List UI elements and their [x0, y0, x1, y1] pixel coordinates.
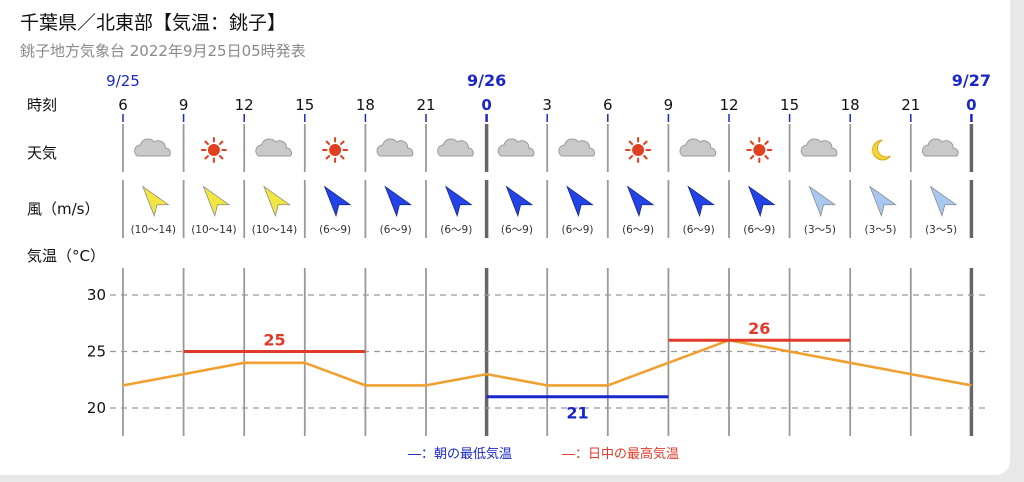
hour-label: 15: [780, 96, 799, 114]
hour-label: 6: [603, 96, 613, 114]
wind-speed-label: (6～9): [683, 224, 715, 236]
hour-label: 3: [542, 96, 552, 114]
cloudy-icon: [497, 138, 535, 157]
wind-arrow-icon: [626, 185, 655, 218]
wind-arrow-icon: [566, 185, 594, 218]
wind-arrow-icon: [323, 185, 352, 218]
cloudy-icon: [134, 138, 171, 157]
wind-arrow-icon: [263, 185, 291, 218]
forecast-panel: 千葉県／北東部【気温：銚子】 銚子地方気象台 2022年9月25日05時発表 時…: [0, 0, 1010, 475]
wind-arrow-icon: [687, 185, 716, 218]
wind-arrow-icon: [384, 185, 413, 218]
hour-label: 18: [841, 96, 860, 114]
cloudy-icon: [800, 138, 838, 157]
min_temp-label: 21: [566, 404, 588, 423]
cloudy-icon: [255, 138, 292, 157]
moon-icon: [871, 139, 891, 161]
hour-label: 9: [179, 96, 189, 114]
wind-row-label: 風（m/s）: [27, 200, 99, 218]
max_temp-label: 25: [263, 331, 285, 350]
y-tick-label: 30: [87, 286, 106, 304]
weather-row-label: 天気: [27, 144, 57, 162]
hour-label: 0: [481, 96, 491, 114]
hour-label: 0: [966, 96, 976, 114]
wind-speed-label: (6～9): [561, 224, 593, 236]
hour-label: 6: [118, 96, 128, 114]
hour-label: 15: [295, 96, 314, 114]
issued-subtitle: 銚子地方気象台 2022年9月25日05時発表: [20, 42, 306, 60]
hour-label: 18: [356, 96, 375, 114]
wind-speed-label: (6～9): [440, 224, 472, 236]
time-row-label: 時刻: [27, 96, 57, 114]
sunny-icon: [746, 137, 773, 163]
forecast-chart: 時刻 天気 風（m/s） 気温（°C） 9/25 9/26 9/27 6 9 12 15 18…: [27, 71, 991, 462]
max_temp2-label: 26: [748, 319, 770, 338]
sunny-icon: [200, 137, 227, 163]
cloudy-icon: [921, 138, 959, 157]
hour-label: 9: [664, 96, 674, 114]
legend-min-temp: ―：朝の最低気温: [408, 446, 512, 462]
wind-speed-label: (10～14): [252, 224, 297, 236]
wind-speed-label: (3～5): [804, 224, 836, 236]
y-tick-label: 20: [87, 399, 106, 417]
wind-arrow-icon: [141, 185, 170, 218]
wind-arrow-icon: [202, 185, 231, 218]
date-label: 9/25: [106, 72, 140, 90]
wind-speed-label: (6～9): [622, 224, 654, 236]
wind-arrow-icon: [808, 185, 837, 218]
date-label: 9/27: [952, 71, 991, 90]
wind-speed-label: (10～14): [191, 224, 236, 236]
wind-arrow-icon: [929, 185, 958, 218]
wind-speed-label: (3～5): [864, 224, 896, 236]
wind-speed-label: (6～9): [380, 224, 412, 236]
wind-arrow-icon: [444, 185, 473, 218]
wind-arrow-icon: [747, 185, 776, 218]
sunny-icon: [625, 137, 652, 163]
cloudy-icon: [376, 138, 414, 157]
wind-speed-label: (6～9): [501, 224, 533, 236]
date-label: 9/26: [467, 71, 506, 90]
hour-label: 21: [416, 96, 435, 114]
wind-speed-label: (6～9): [319, 224, 351, 236]
wind-speed-label: (6～9): [743, 224, 775, 236]
hour-label: 21: [901, 96, 920, 114]
hour-label: 12: [719, 96, 738, 114]
wind-arrow-icon: [869, 185, 897, 218]
wind-speed-label: (10～14): [131, 224, 176, 236]
page-title: 千葉県／北東部【気温：銚子】: [20, 12, 287, 34]
cloudy-icon: [437, 138, 474, 157]
y-tick-label: 25: [87, 343, 106, 361]
cloudy-icon: [558, 138, 595, 157]
legend-max-temp: ―：日中の最高気温: [562, 446, 679, 462]
wind-arrow-icon: [505, 185, 534, 218]
temp-row-label: 気温（°C）: [27, 247, 105, 265]
sunny-icon: [322, 137, 349, 163]
hour-label: 12: [235, 96, 254, 114]
wind-speed-label: (3～5): [925, 224, 957, 236]
cloudy-icon: [679, 138, 717, 157]
